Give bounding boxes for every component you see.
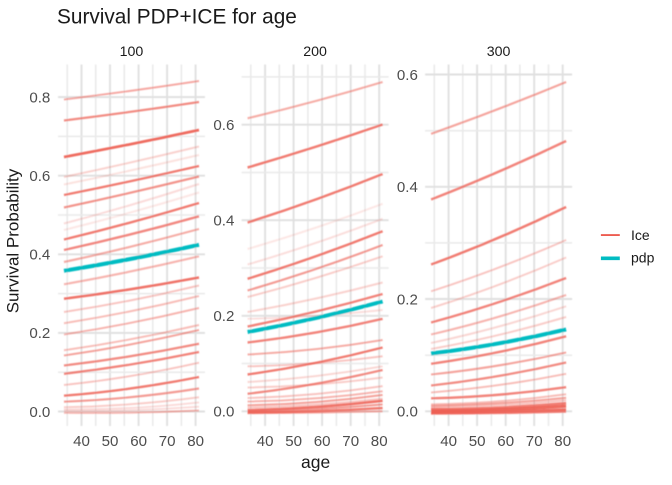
svg-text:0.2: 0.2 [213, 308, 234, 325]
svg-text:0.2: 0.2 [397, 291, 418, 308]
svg-text:300: 300 [487, 44, 511, 60]
svg-text:50: 50 [102, 433, 119, 450]
svg-text:0.4: 0.4 [29, 247, 50, 264]
svg-text:0.0: 0.0 [213, 404, 234, 421]
svg-text:40: 40 [257, 433, 274, 450]
svg-text:Ice: Ice [631, 227, 650, 243]
svg-text:0.2: 0.2 [29, 325, 50, 342]
svg-text:0.4: 0.4 [213, 213, 234, 230]
svg-text:0.0: 0.0 [29, 404, 50, 421]
svg-text:50: 50 [469, 433, 486, 450]
svg-text:70: 70 [159, 433, 176, 450]
svg-text:age: age [301, 452, 330, 472]
svg-text:60: 60 [314, 433, 331, 450]
svg-text:60: 60 [130, 433, 147, 450]
svg-text:0.6: 0.6 [29, 168, 50, 185]
svg-text:70: 70 [342, 433, 359, 450]
svg-text:80: 80 [187, 433, 204, 450]
svg-text:Survival PDP+ICE for age: Survival PDP+ICE for age [57, 5, 297, 28]
svg-text:40: 40 [73, 433, 90, 450]
svg-text:0.4: 0.4 [397, 179, 418, 196]
svg-text:Survival Probability: Survival Probability [4, 168, 23, 313]
svg-text:0.6: 0.6 [397, 67, 418, 84]
svg-text:0.8: 0.8 [29, 90, 50, 107]
svg-text:70: 70 [526, 433, 543, 450]
svg-text:60: 60 [497, 433, 514, 450]
svg-text:40: 40 [440, 433, 457, 450]
svg-text:pdp: pdp [631, 250, 655, 266]
svg-text:50: 50 [285, 433, 302, 450]
svg-text:0.0: 0.0 [397, 404, 418, 421]
svg-text:200: 200 [303, 44, 327, 60]
svg-text:80: 80 [371, 433, 388, 450]
svg-text:100: 100 [120, 44, 144, 60]
svg-text:0.6: 0.6 [213, 117, 234, 134]
svg-text:80: 80 [554, 433, 571, 450]
